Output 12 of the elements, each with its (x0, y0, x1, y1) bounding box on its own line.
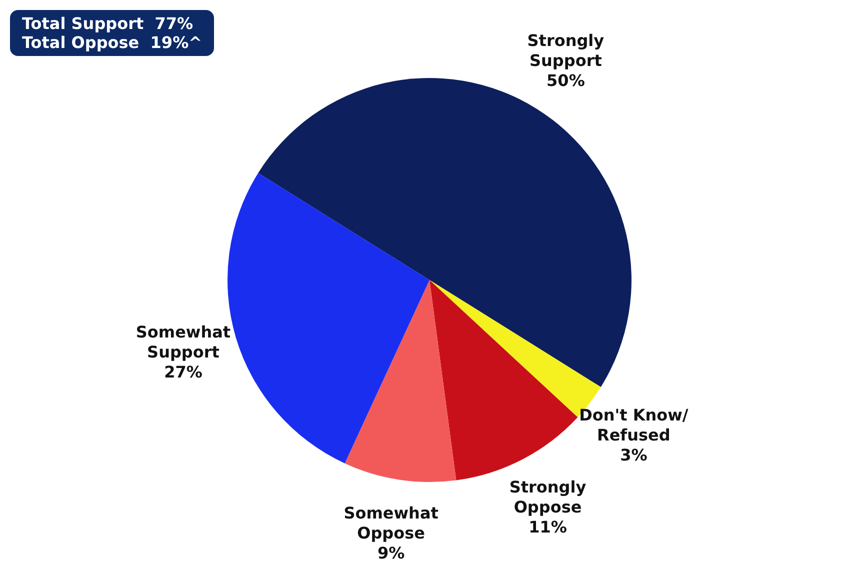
text: Total Oppose 19%^ (22, 33, 202, 52)
data-label: 27% (164, 362, 202, 382)
text: Total Support 77% (22, 14, 194, 33)
slice-label: Somewhat Oppose (344, 503, 439, 542)
data-label: 50% (546, 71, 585, 90)
data-label: 11% (528, 517, 567, 536)
data-label: 9% (377, 543, 405, 562)
slice-label: Somewhat Support (136, 322, 231, 362)
slice-label: Don't Know/Refused (579, 405, 688, 444)
data-label: 3% (620, 445, 648, 464)
slice-label: Strongly Oppose (509, 477, 587, 516)
slice-label: Strongly Support (527, 31, 605, 70)
